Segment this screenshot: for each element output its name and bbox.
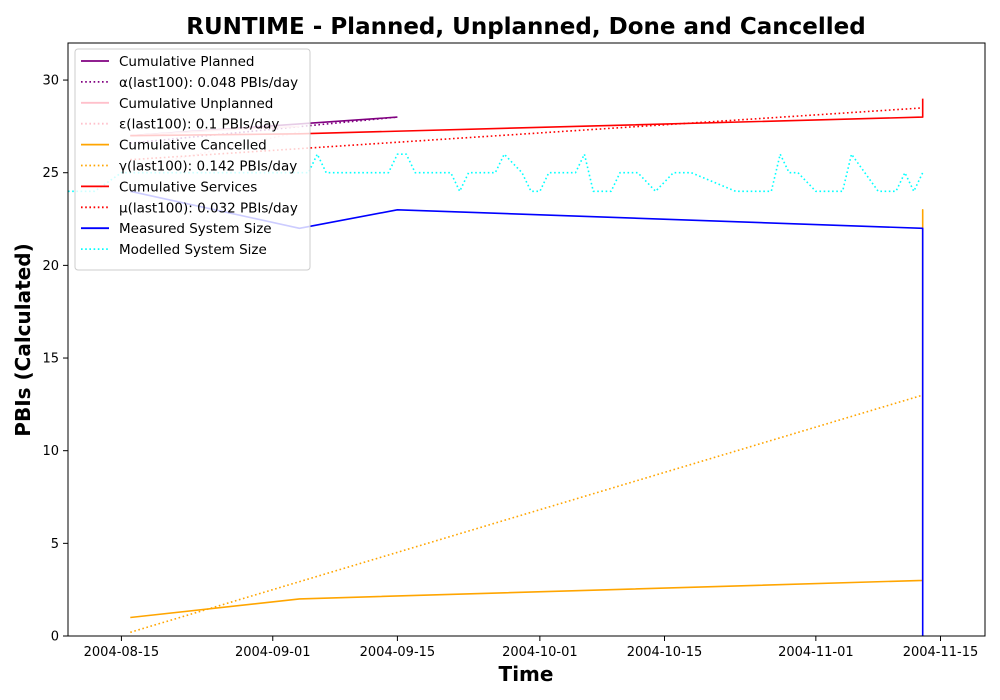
y-axis-title: PBIs (Calculated) <box>11 243 35 436</box>
legend-label: ε(last100): 0.1 PBIs/day <box>119 117 279 133</box>
legend-label: Cumulative Unplanned <box>119 96 273 112</box>
legend-label: γ(last100): 0.142 PBIs/day <box>119 159 297 175</box>
series-line-5 <box>130 394 923 634</box>
x-axis: 2004-08-15 2004-09-01 2004-09-15 2004-10-01… <box>84 636 979 660</box>
y-axis: 0 5 10 15 20 25 30 <box>42 74 68 645</box>
y-tick-label: 30 <box>42 74 59 89</box>
x-tick-label: 2004-09-15 <box>360 645 436 660</box>
series-line-1 <box>130 116 398 144</box>
y-tick-label: 15 <box>42 352 59 367</box>
legend: Cumulative Planned α(last100): 0.048 PBIs… <box>74 48 311 271</box>
legend-label: Cumulative Planned <box>119 54 255 70</box>
x-tick-label: 2004-11-15 <box>903 645 979 660</box>
plot-frame <box>67 42 986 637</box>
y-tick-label: 20 <box>42 259 59 274</box>
legend-label: Modelled System Size <box>119 242 267 258</box>
x-axis-title: Time <box>499 662 554 686</box>
x-tick-label: 2004-08-15 <box>84 645 160 660</box>
y-tick-label: 5 <box>51 537 59 552</box>
legend-label: Cumulative Cancelled <box>119 138 267 154</box>
y-tick-label: 10 <box>42 444 59 459</box>
legend-label: Cumulative Services <box>119 179 257 195</box>
x-tick-label: 2004-11-01 <box>778 645 854 660</box>
y-tick-label: 25 <box>42 166 59 181</box>
x-tick-label: 2004-09-01 <box>235 645 311 660</box>
legend-label: α(last100): 0.048 PBIs/day <box>119 75 298 91</box>
x-tick-label: 2004-10-01 <box>502 645 578 660</box>
legend-box <box>74 48 311 271</box>
legend-label: μ(last100): 0.032 PBIs/day <box>119 200 298 216</box>
series-line-9 <box>68 153 924 193</box>
x-tick-label: 2004-10-15 <box>627 645 703 660</box>
chart-title: RUNTIME - Planned, Unplanned, Done and C… <box>186 14 865 40</box>
legend-label: Measured System Size <box>119 221 272 237</box>
y-tick-label: 0 <box>51 630 59 645</box>
